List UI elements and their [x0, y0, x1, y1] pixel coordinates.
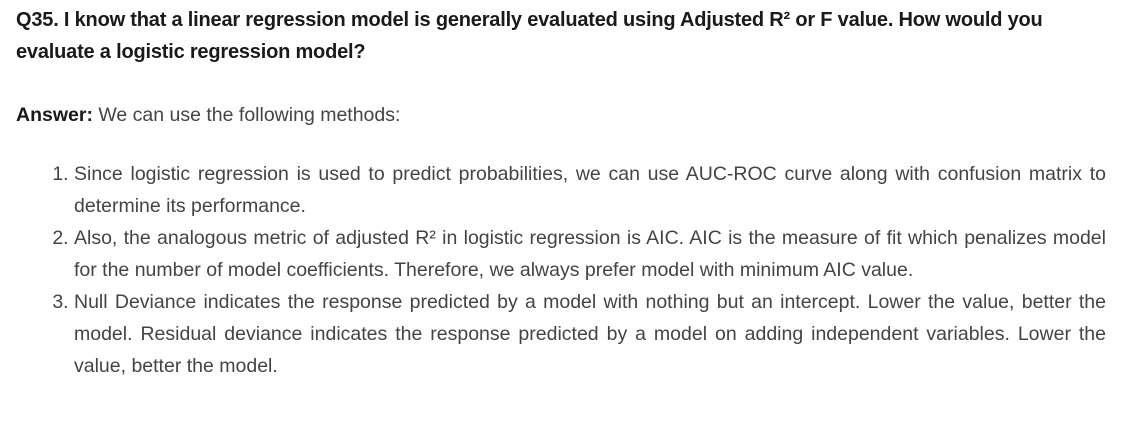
- methods-list: Since logistic regression is used to pre…: [16, 158, 1106, 382]
- method-item-3: Null Deviance indicates the response pre…: [74, 286, 1106, 382]
- answer-label: Answer:: [16, 104, 93, 126]
- answer-text: We can use the following methods:: [92, 104, 401, 126]
- answer-intro: Answer: We can use the following methods…: [16, 100, 1106, 130]
- method-item-2: Also, the analogous metric of adjusted R…: [74, 222, 1106, 286]
- question-heading: Q35. I know that a linear regression mod…: [16, 9, 1043, 63]
- method-item-1: Since logistic regression is used to pre…: [74, 158, 1106, 222]
